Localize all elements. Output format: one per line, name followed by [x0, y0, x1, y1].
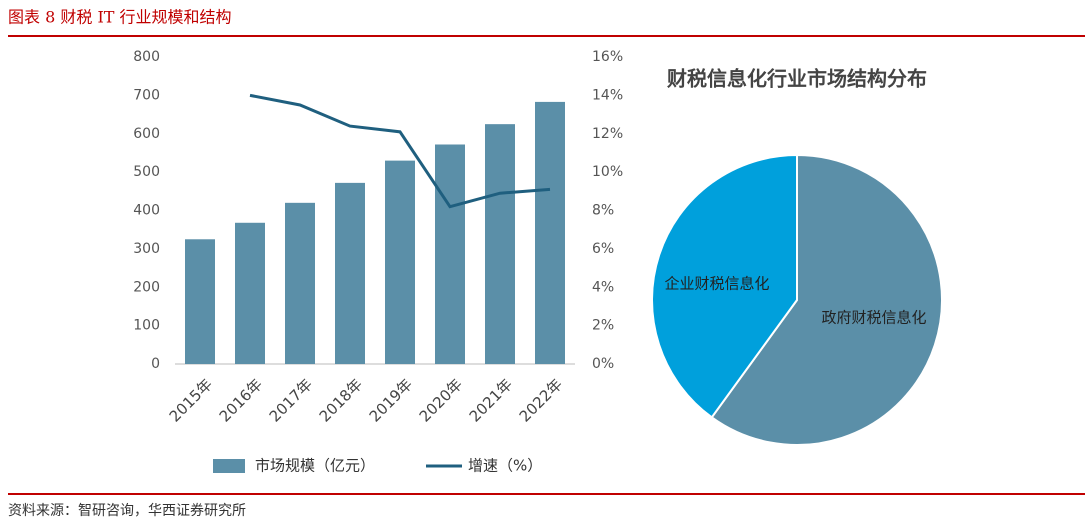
- x-tick-label: 2022年: [516, 375, 566, 425]
- y2-tick-label: 10%: [592, 164, 623, 180]
- source: 资料来源：智研咨询，华西证券研究所: [8, 503, 246, 519]
- bar: [285, 202, 315, 364]
- x-tick-label: 2021年: [466, 375, 516, 425]
- pie-slice: [651, 153, 798, 419]
- bar: [435, 144, 465, 364]
- slice-label: 企业财税信息化: [664, 275, 769, 293]
- y2-tick-label: 6%: [592, 241, 614, 257]
- y2-tick-label: 12%: [592, 126, 623, 142]
- bar: [185, 239, 215, 364]
- y2-tick-label: 2%: [592, 318, 614, 334]
- y2-tick-label: 16%: [592, 49, 623, 65]
- y-tick-label: 200: [133, 279, 160, 295]
- y-tick-label: 800: [133, 49, 160, 65]
- pie-slice: [710, 153, 943, 446]
- y-tick-label: 300: [133, 241, 160, 257]
- legend-swatch: [213, 459, 245, 473]
- pie-title: 财税信息化行业市场结构分布: [667, 67, 927, 91]
- x-tick-label: 2018年: [316, 375, 366, 425]
- legend-label: 市场规模（亿元）: [255, 457, 375, 475]
- y2-tick-label: 8%: [592, 203, 614, 219]
- bar: [385, 160, 415, 364]
- y2-tick-label: 4%: [592, 279, 614, 295]
- y2-tick-label: 0%: [592, 356, 614, 372]
- bar: [335, 182, 365, 364]
- x-tick-label: 2020年: [416, 375, 466, 425]
- y-tick-label: 100: [133, 318, 160, 334]
- x-tick-label: 2017年: [266, 375, 316, 425]
- legend-label: 增速（%）: [468, 457, 542, 475]
- x-tick-label: 2019年: [366, 375, 416, 425]
- bar: [235, 222, 265, 364]
- slice-label: 政府财税信息化: [821, 309, 926, 327]
- x-tick-label: 2016年: [216, 375, 266, 425]
- bar: [485, 124, 515, 364]
- y-tick-label: 500: [133, 164, 160, 180]
- y-tick-label: 700: [133, 87, 160, 103]
- x-tick-label: 2015年: [166, 375, 216, 425]
- y-tick-label: 400: [133, 203, 160, 219]
- header-title: 图表 8 财税 IT 行业规模和结构: [8, 8, 232, 27]
- bar: [535, 101, 565, 365]
- y-tick-label: 600: [133, 126, 160, 142]
- y2-tick-label: 14%: [592, 87, 623, 103]
- y-tick-label: 0: [151, 356, 160, 372]
- line: [249, 93, 551, 209]
